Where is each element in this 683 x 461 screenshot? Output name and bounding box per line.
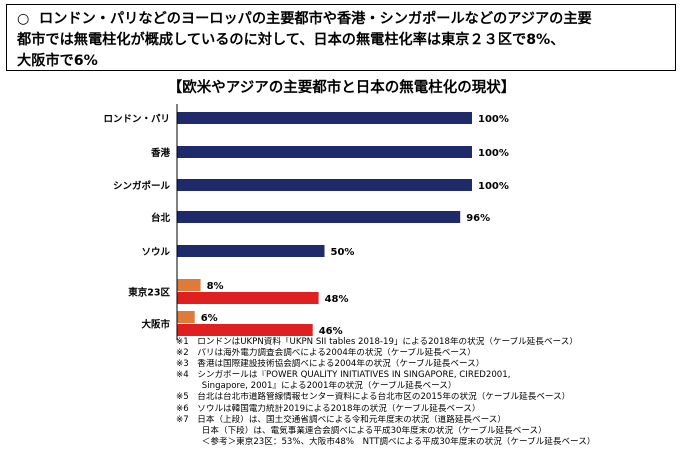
- data-label: 100%: [478, 181, 509, 192]
- headline-line-1: ○ ロンドン・パリなどのヨーロッパの主要都市や香港・シンガポールなどのアジアの主要: [17, 9, 667, 30]
- category-label: ロンドン・パリ: [103, 113, 170, 125]
- footnote-7-cont: 日本（下段）は、電気事業連合会調べによる平成30年度末の状況（ケーブル延長ベース…: [176, 425, 547, 436]
- bar: [177, 324, 313, 336]
- footnote-2: ※2 パリは海外電力調査会調べによる2004年の状況（ケーブル延長ベース）: [176, 348, 476, 359]
- bar: [177, 146, 472, 158]
- footnote-4-cont: Singapore, 2001』による2001年の状況（ケーブル延長ベース）: [176, 381, 457, 392]
- bar: [177, 245, 325, 257]
- bar: [177, 179, 472, 191]
- headline-box: ○ ロンドン・パリなどのヨーロッパの主要都市や香港・シンガポールなどのアジアの主要…: [6, 4, 676, 71]
- data-label: 46%: [319, 326, 343, 337]
- category-label: 香港: [150, 147, 171, 159]
- data-label: 48%: [325, 294, 349, 305]
- bar: [177, 112, 472, 124]
- data-label: 96%: [466, 213, 490, 224]
- category-label: 大阪市: [141, 319, 170, 331]
- data-label: 8%: [207, 281, 224, 292]
- footnotes: ※1 ロンドンはUKPN資料「UKPN SII tables 2018-19」に…: [176, 337, 681, 448]
- headline-line-3: 大阪市で6%: [17, 53, 98, 69]
- footnote-3: ※3 香港は国際建設技術協会調べによる2004年の状況（ケーブル延長ベース）: [176, 359, 485, 370]
- footnote-6: ※6 ソウルは韓国電力統計2019による2018年の状況（ケーブル延長ベース）: [176, 403, 481, 414]
- category-label: シンガポール: [113, 180, 171, 192]
- headline-text-1: ロンドン・パリなどのヨーロッパの主要都市や香港・シンガポールなどのアジアの主要: [39, 11, 592, 27]
- data-label: 100%: [478, 148, 509, 159]
- bar: [177, 292, 319, 304]
- footnote-5: ※5 台北は台北市道路管線情報センター資料による台北市区の2015年の状況（ケー…: [176, 392, 571, 403]
- footnote-1: ※1 ロンドンはUKPN資料「UKPN SII tables 2018-19」に…: [176, 337, 578, 347]
- category-label: 台北: [151, 212, 171, 224]
- data-label: 50%: [331, 247, 355, 258]
- data-label: 100%: [478, 114, 509, 125]
- circle-mark: ○: [17, 11, 30, 27]
- headline-line-2: 都市では無電柱化が概成しているのに対して、日本の無電柱化率は東京２３区で8%、: [17, 32, 565, 48]
- bar: [177, 211, 461, 223]
- footnote-4: ※4 シンガポールは『POWER QUALITY INITIATIVES IN …: [176, 370, 511, 381]
- footnote-7-ref: ＜参考＞東京23区：53%、大阪市48% NTT調べによる平成30年度末の状況（…: [176, 436, 596, 447]
- bar: [177, 311, 195, 323]
- footnote-7: ※7 日本（上段）は、国土交通省調べによる令和元年度末の状況（道路延長ベース）: [176, 414, 506, 425]
- category-label: 東京23区: [127, 287, 170, 299]
- category-label: ソウル: [141, 247, 170, 258]
- chart-title: 【欧米やアジアの主要都市と日本の無電柱化の現状】: [167, 80, 516, 96]
- data-label: 6%: [201, 313, 218, 324]
- bar: [177, 279, 201, 291]
